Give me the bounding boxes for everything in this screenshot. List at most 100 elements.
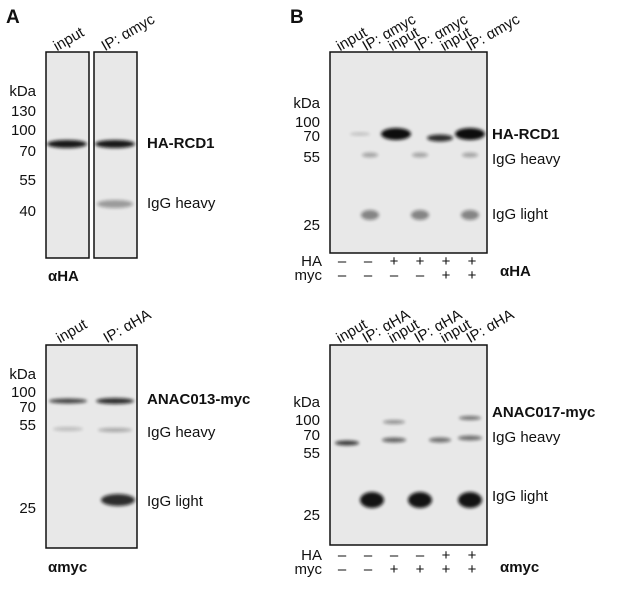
condition-sign: + xyxy=(468,547,477,564)
condition-sign: + xyxy=(390,561,399,578)
condition-sign: + xyxy=(416,253,425,270)
band xyxy=(335,440,359,446)
lane-label: IP: αmyc xyxy=(98,11,158,55)
band xyxy=(47,140,87,148)
band xyxy=(98,428,132,432)
antibody-label: αmyc xyxy=(48,559,87,576)
marker-label: 55 xyxy=(19,417,36,434)
marker-label: 70 xyxy=(303,128,320,145)
band xyxy=(49,398,87,404)
lane-label: IP: αmyc xyxy=(463,11,523,55)
lane-label: IP: αHA xyxy=(100,306,154,347)
condition-sign: + xyxy=(468,561,477,578)
band xyxy=(362,152,378,158)
band xyxy=(350,132,370,136)
marker-label: 70 xyxy=(19,399,36,416)
blot xyxy=(45,51,90,259)
condition-sign: – xyxy=(364,561,373,578)
band xyxy=(427,134,453,142)
condition-sign: – xyxy=(338,253,347,270)
blot xyxy=(329,51,488,254)
condition-sign: + xyxy=(468,253,477,270)
marker-label: kDa xyxy=(9,366,36,383)
band xyxy=(96,398,134,404)
antibody-label: αmyc xyxy=(500,559,539,576)
condition-sign: + xyxy=(416,561,425,578)
band xyxy=(361,210,379,220)
condition-sign: + xyxy=(442,547,451,564)
band xyxy=(95,140,135,148)
condition-sign: + xyxy=(468,267,477,284)
band-label: IgG light xyxy=(492,488,549,505)
band-label: IgG light xyxy=(492,206,549,223)
marker-label: 130 xyxy=(11,103,36,120)
lane-label: input xyxy=(50,23,87,54)
condition-sign: + xyxy=(442,253,451,270)
marker-label: 100 xyxy=(11,384,36,401)
condition-sign: – xyxy=(338,267,347,284)
band-label: ANAC013-myc xyxy=(147,391,250,408)
lane-label: input xyxy=(53,315,90,346)
condition-sign: + xyxy=(390,253,399,270)
band-label: IgG heavy xyxy=(147,195,216,212)
band xyxy=(408,492,432,508)
band xyxy=(382,437,406,443)
condition-sign: – xyxy=(416,267,425,284)
band-label: HA-RCD1 xyxy=(492,126,560,143)
band xyxy=(383,420,405,424)
condition-name: HA xyxy=(301,547,322,564)
marker-label: 55 xyxy=(303,445,320,462)
band xyxy=(455,128,485,140)
band xyxy=(381,128,411,140)
band xyxy=(97,200,133,208)
panel-label: A xyxy=(6,7,20,28)
band xyxy=(411,210,429,220)
marker-label: 25 xyxy=(19,500,36,517)
antibody-label: αHA xyxy=(48,268,79,285)
band-label: IgG light xyxy=(147,493,204,510)
marker-label: 40 xyxy=(19,203,36,220)
marker-label: kDa xyxy=(293,394,320,411)
condition-sign: – xyxy=(364,547,373,564)
condition-sign: – xyxy=(390,267,399,284)
marker-label: 70 xyxy=(303,427,320,444)
band xyxy=(462,152,478,158)
band xyxy=(360,492,384,508)
marker-label: kDa xyxy=(293,95,320,112)
condition-sign: – xyxy=(364,267,373,284)
marker-label: 55 xyxy=(303,149,320,166)
marker-label: 25 xyxy=(303,217,320,234)
band-label: HA-RCD1 xyxy=(147,135,215,152)
marker-label: 100 xyxy=(295,114,320,131)
lane-label: IP: αHA xyxy=(463,306,517,347)
band-label: ANAC017-myc xyxy=(492,404,595,421)
condition-sign: – xyxy=(338,561,347,578)
blot xyxy=(329,344,488,546)
marker-label: 100 xyxy=(295,412,320,429)
condition-name: myc xyxy=(295,267,323,284)
blot xyxy=(93,51,138,259)
condition-sign: – xyxy=(364,253,373,270)
band xyxy=(101,494,135,506)
band xyxy=(461,210,479,220)
condition-sign: + xyxy=(442,267,451,284)
marker-label: 25 xyxy=(303,507,320,524)
band xyxy=(429,437,451,443)
marker-label: 70 xyxy=(19,143,36,160)
condition-sign: – xyxy=(390,547,399,564)
band xyxy=(459,416,481,420)
marker-label: kDa xyxy=(9,83,36,100)
antibody-label: αHA xyxy=(500,263,531,280)
condition-name: myc xyxy=(295,561,323,578)
band-label: IgG heavy xyxy=(147,424,216,441)
blot xyxy=(45,344,138,549)
marker-label: 100 xyxy=(11,122,36,139)
condition-sign: + xyxy=(442,561,451,578)
band-label: IgG heavy xyxy=(492,151,561,168)
band xyxy=(458,492,482,508)
band-label: IgG heavy xyxy=(492,429,561,446)
panel-label: B xyxy=(290,7,304,28)
band xyxy=(412,152,428,158)
marker-label: 55 xyxy=(19,172,36,189)
